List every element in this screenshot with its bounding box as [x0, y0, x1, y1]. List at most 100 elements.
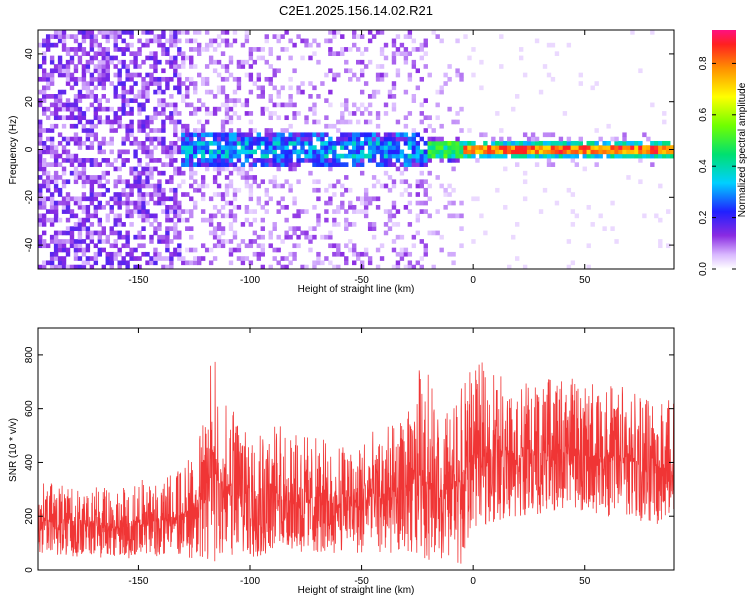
spectrogram-cell	[304, 115, 309, 121]
spectrogram-cell	[344, 153, 349, 159]
spectrogram-cell	[288, 132, 293, 138]
spectrogram-cell	[49, 234, 55, 240]
spectrogram-cell	[93, 42, 99, 48]
spectrogram-cell	[375, 115, 381, 121]
spectrogram-cell	[359, 68, 365, 74]
spectrogram-cell	[248, 153, 254, 159]
spectrogram-cell	[137, 158, 142, 163]
spectrogram-cell	[89, 123, 95, 129]
spectrogram-cell	[113, 115, 118, 121]
spectrogram-cell	[77, 145, 83, 150]
spectrogram-cell	[232, 213, 238, 219]
spectrogram-cell	[157, 239, 162, 244]
spectrogram-cell	[57, 175, 63, 180]
spectrogram-cell	[534, 136, 540, 142]
spectrogram-cell	[280, 145, 285, 150]
spectrogram-cell	[336, 153, 341, 159]
spectrogram-cell	[272, 158, 277, 163]
spectrogram-cell	[220, 149, 226, 155]
spectrogram-cell	[391, 204, 397, 210]
spectrogram-cell	[73, 81, 79, 86]
spectrogram-cell	[415, 68, 421, 74]
spectrogram-cell	[423, 38, 428, 44]
spectrogram-cell	[81, 158, 87, 163]
spectrogram-cell	[570, 260, 576, 266]
spectrogram-cell	[113, 89, 118, 95]
spectrogram-cell	[638, 140, 643, 146]
spectrogram-cell	[276, 38, 281, 44]
spectrogram-cell	[216, 145, 222, 150]
spectrogram-cell	[391, 136, 397, 142]
spectrogram-cell	[53, 239, 59, 244]
spectrogram-cell	[379, 183, 385, 189]
spectrogram-cell	[522, 132, 528, 138]
spectrogram-cell	[93, 94, 99, 99]
spectrogram-cell	[443, 192, 448, 197]
spectrogram-cell	[53, 209, 59, 214]
spectrogram-cell	[173, 42, 178, 48]
spectrogram-cell	[610, 153, 615, 159]
spectrogram-cell	[65, 209, 71, 214]
spectrogram-cell	[125, 123, 130, 129]
spectrogram-cell	[367, 149, 373, 155]
spectrogram-cell	[427, 72, 432, 78]
spectrogram-cell	[371, 89, 377, 95]
spectrogram-cell	[336, 30, 341, 35]
spectrogram-cell	[45, 72, 51, 78]
spectrogram-cell	[61, 264, 67, 269]
spectrogram-cell	[161, 192, 166, 197]
spectrogram-cell	[387, 158, 393, 163]
spectrogram-cell	[85, 89, 91, 95]
spectrogram-cell	[371, 136, 377, 142]
spectrogram-cell	[61, 64, 67, 69]
spectrogram-cell	[109, 226, 114, 231]
spectrogram-cell	[276, 162, 281, 167]
spectrogram-cell	[169, 260, 174, 266]
spectrogram-cell	[554, 200, 560, 206]
spectrogram-cell	[157, 256, 162, 261]
colorbar-tick-label: 0.4	[698, 159, 709, 173]
spectrogram-cell	[73, 76, 79, 82]
spectrogram-cell	[320, 140, 325, 146]
spectrogram-cell	[379, 243, 385, 249]
spectrogram-cell	[208, 217, 214, 223]
spectrogram-cell	[220, 166, 226, 172]
spectrogram-cell	[443, 81, 448, 86]
spectrogram-cell	[200, 183, 206, 189]
spectrogram-cell	[248, 119, 254, 125]
spectrogram-cell	[451, 145, 456, 150]
spectrogram-cell	[522, 72, 528, 78]
spectrogram-cell	[161, 149, 166, 155]
spectrogram-cell	[137, 128, 142, 133]
spectrogram-cell	[101, 226, 106, 231]
spectrogram-cell	[367, 111, 373, 116]
spectrogram-cell	[224, 162, 230, 167]
spectrogram-cell	[69, 76, 75, 82]
spectrogram-cell	[65, 115, 71, 121]
spectrogram-cell	[77, 256, 83, 261]
spectrogram-cell	[276, 132, 281, 138]
spectrogram-cell	[276, 145, 281, 150]
spectrogram-cell	[85, 94, 91, 99]
spectrogram-cell	[352, 42, 357, 48]
spectrogram-cell	[391, 81, 397, 86]
spectrogram-cell	[137, 51, 142, 57]
spectrogram-cell	[419, 170, 424, 176]
spectrogram-cell	[117, 213, 122, 219]
spectrogram-cell	[53, 145, 59, 150]
spectrogram-cell	[447, 251, 452, 257]
spectrogram-cell	[89, 213, 95, 219]
spectrogram-cell	[375, 30, 381, 35]
spectrogram-cell	[363, 81, 369, 86]
spectrogram-cell	[415, 158, 421, 163]
spectrogram-cell	[503, 149, 508, 155]
spectrogram-cell	[133, 247, 138, 253]
spectrogram-cell	[65, 51, 71, 57]
spectrogram-cell	[431, 264, 436, 269]
spectrogram-cell	[276, 260, 281, 266]
spectrogram-cell	[228, 145, 234, 150]
spectrogram-cell	[161, 128, 166, 133]
spectrogram-cell	[65, 34, 71, 39]
colorbar-tick-label: 0.2	[698, 210, 709, 224]
spectrogram-cell	[419, 119, 424, 125]
